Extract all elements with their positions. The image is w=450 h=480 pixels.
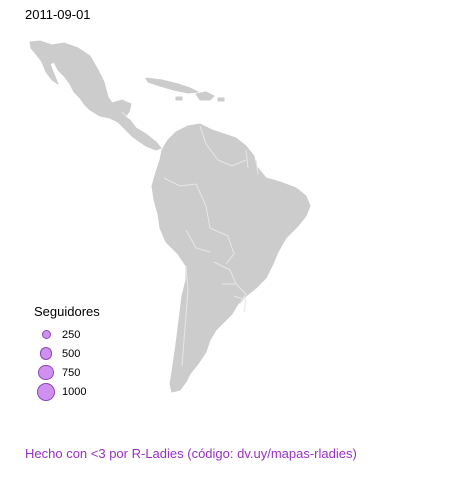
border-chile-argentina [181,265,189,367]
border-peru-brazil [195,183,211,229]
border-colombia-venezuela [199,125,219,161]
cuba [145,77,199,94]
puerto-rico [217,97,225,102]
border-venezuela-brazil [217,159,247,167]
legend-item: 750 [34,363,100,382]
caption: Hecho con <3 por R-Ladies (código: dv.uy… [25,446,357,461]
legend-item: 500 [34,344,100,363]
border-mexico-guatemala [121,111,129,119]
legend-bubble-icon [37,382,55,401]
legend-item: 250 [34,325,100,344]
legend-bubble-icon [38,364,54,381]
legend-items: 250 500 750 1000 [34,325,100,401]
country-borders [121,111,259,367]
border-paraguay [213,261,237,285]
jamaica [175,96,183,101]
legend-item-label: 500 [62,347,81,360]
legend-bubble-icon [39,347,53,360]
legend-item: 1000 [34,382,100,401]
legend-item-label: 750 [62,366,81,379]
border-colombia-peru [163,177,197,187]
hispaniola [195,91,215,101]
border-uruguay [233,295,247,313]
border-bolivia-brazil [209,227,235,265]
date-label: 2011-09-01 [25,7,91,22]
border-guianas [245,149,259,175]
legend-bubble-icon [41,330,51,339]
border-argentina-brazil [235,283,247,305]
mexico-central-america [29,40,162,151]
border-peru-bolivia [185,229,211,253]
legend-title: Seguidores [34,304,100,319]
legend-item-label: 1000 [62,385,87,398]
legend: Seguidores 250 500 750 1000 [34,304,100,401]
legend-item-label: 250 [62,328,81,341]
